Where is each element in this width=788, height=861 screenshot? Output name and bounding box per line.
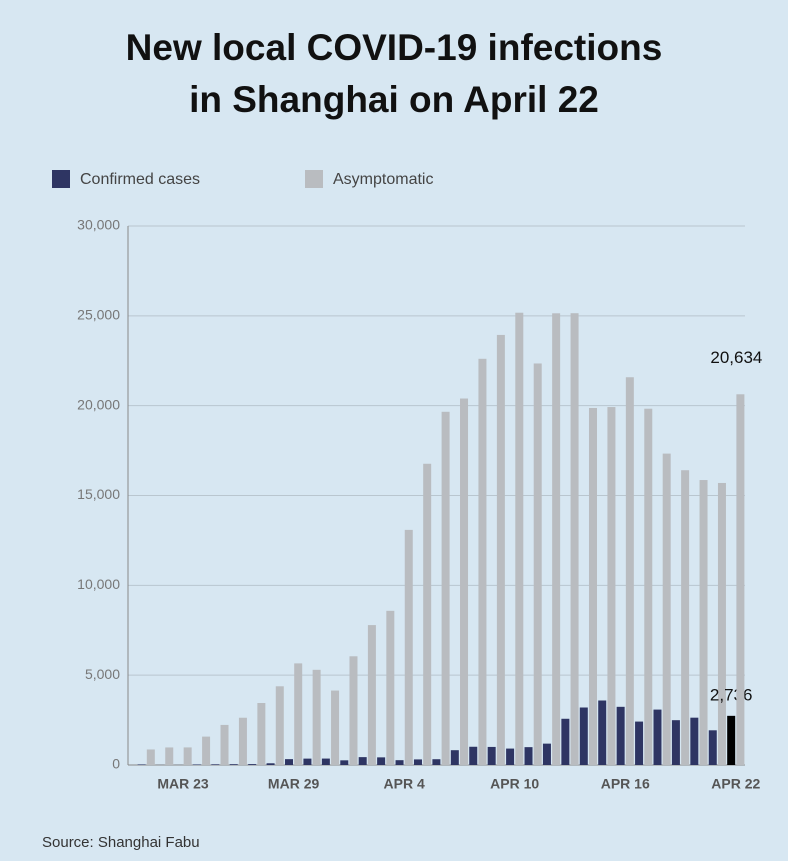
bar — [275, 686, 284, 765]
bar — [681, 470, 690, 765]
bar — [321, 758, 330, 765]
bar — [137, 764, 146, 765]
bar — [340, 760, 349, 765]
source: Source: Shanghai Fabu — [42, 834, 200, 851]
y-tick-label: 0 — [112, 756, 120, 772]
legend-swatch — [52, 170, 70, 188]
bar — [662, 453, 671, 765]
y-tick-label: 5,000 — [85, 666, 120, 682]
bar — [211, 764, 220, 765]
bar — [294, 663, 303, 765]
bar — [699, 480, 708, 765]
bar — [579, 707, 588, 765]
bar — [524, 747, 533, 765]
bar — [367, 625, 376, 765]
bar — [515, 312, 524, 765]
bar — [496, 334, 505, 765]
bar — [303, 758, 312, 765]
bar — [478, 358, 487, 765]
bar — [717, 482, 726, 765]
bar — [542, 743, 551, 765]
bar — [506, 748, 515, 765]
bar — [192, 764, 201, 765]
legend-label: Asymptomatic — [333, 171, 433, 188]
bar — [220, 724, 229, 765]
bar — [607, 407, 616, 765]
chart-title: New local COVID-19 infections — [126, 27, 663, 68]
bar — [552, 313, 561, 765]
bar — [671, 720, 680, 765]
bar — [533, 363, 542, 765]
bar — [229, 764, 238, 765]
bar — [561, 718, 570, 765]
bar — [349, 656, 358, 765]
bar — [146, 749, 155, 765]
bar — [727, 715, 736, 765]
y-tick-label: 15,000 — [77, 486, 120, 502]
y-tick-label: 20,000 — [77, 396, 120, 412]
bar — [432, 759, 441, 765]
x-tick-label: APR 10 — [490, 776, 539, 792]
x-tick-label: APR 4 — [384, 776, 425, 792]
bar — [616, 706, 625, 765]
bar — [285, 759, 294, 765]
bar — [358, 757, 367, 765]
y-tick-label: 30,000 — [77, 217, 120, 233]
bar — [165, 747, 174, 765]
bar — [598, 700, 607, 765]
bar — [460, 398, 469, 765]
bar — [487, 746, 496, 765]
bar — [248, 764, 257, 765]
bar — [386, 610, 395, 765]
bar — [736, 394, 745, 765]
bar — [257, 703, 266, 765]
bar — [441, 411, 450, 765]
chart-title: in Shanghai on April 22 — [189, 79, 599, 120]
bar — [238, 717, 247, 765]
x-tick-label: MAR 23 — [157, 776, 209, 792]
bar — [708, 730, 717, 765]
y-tick-label: 10,000 — [77, 576, 120, 592]
bar — [644, 408, 653, 765]
x-tick-label: MAR 29 — [268, 776, 320, 792]
bar — [570, 313, 579, 765]
x-tick-label: APR 22 — [711, 776, 760, 792]
bar — [413, 759, 422, 765]
bar — [450, 750, 459, 765]
bar — [395, 760, 404, 765]
legend-swatch — [305, 170, 323, 188]
bar — [202, 736, 211, 765]
bar — [183, 747, 192, 765]
bar — [469, 746, 478, 765]
bar — [423, 463, 432, 765]
data-label: 2,736 — [710, 685, 753, 704]
bar — [377, 757, 386, 765]
bar — [690, 717, 699, 765]
bar — [588, 407, 597, 765]
legend-label: Confirmed cases — [80, 171, 200, 188]
bar — [266, 763, 275, 765]
bar — [404, 529, 413, 765]
x-tick-label: APR 16 — [601, 776, 650, 792]
bar — [635, 721, 644, 765]
bar — [625, 377, 634, 765]
bar — [331, 690, 340, 765]
bar — [653, 709, 662, 765]
data-label: 20,634 — [710, 348, 762, 367]
bar — [312, 669, 321, 765]
y-tick-label: 25,000 — [77, 307, 120, 323]
